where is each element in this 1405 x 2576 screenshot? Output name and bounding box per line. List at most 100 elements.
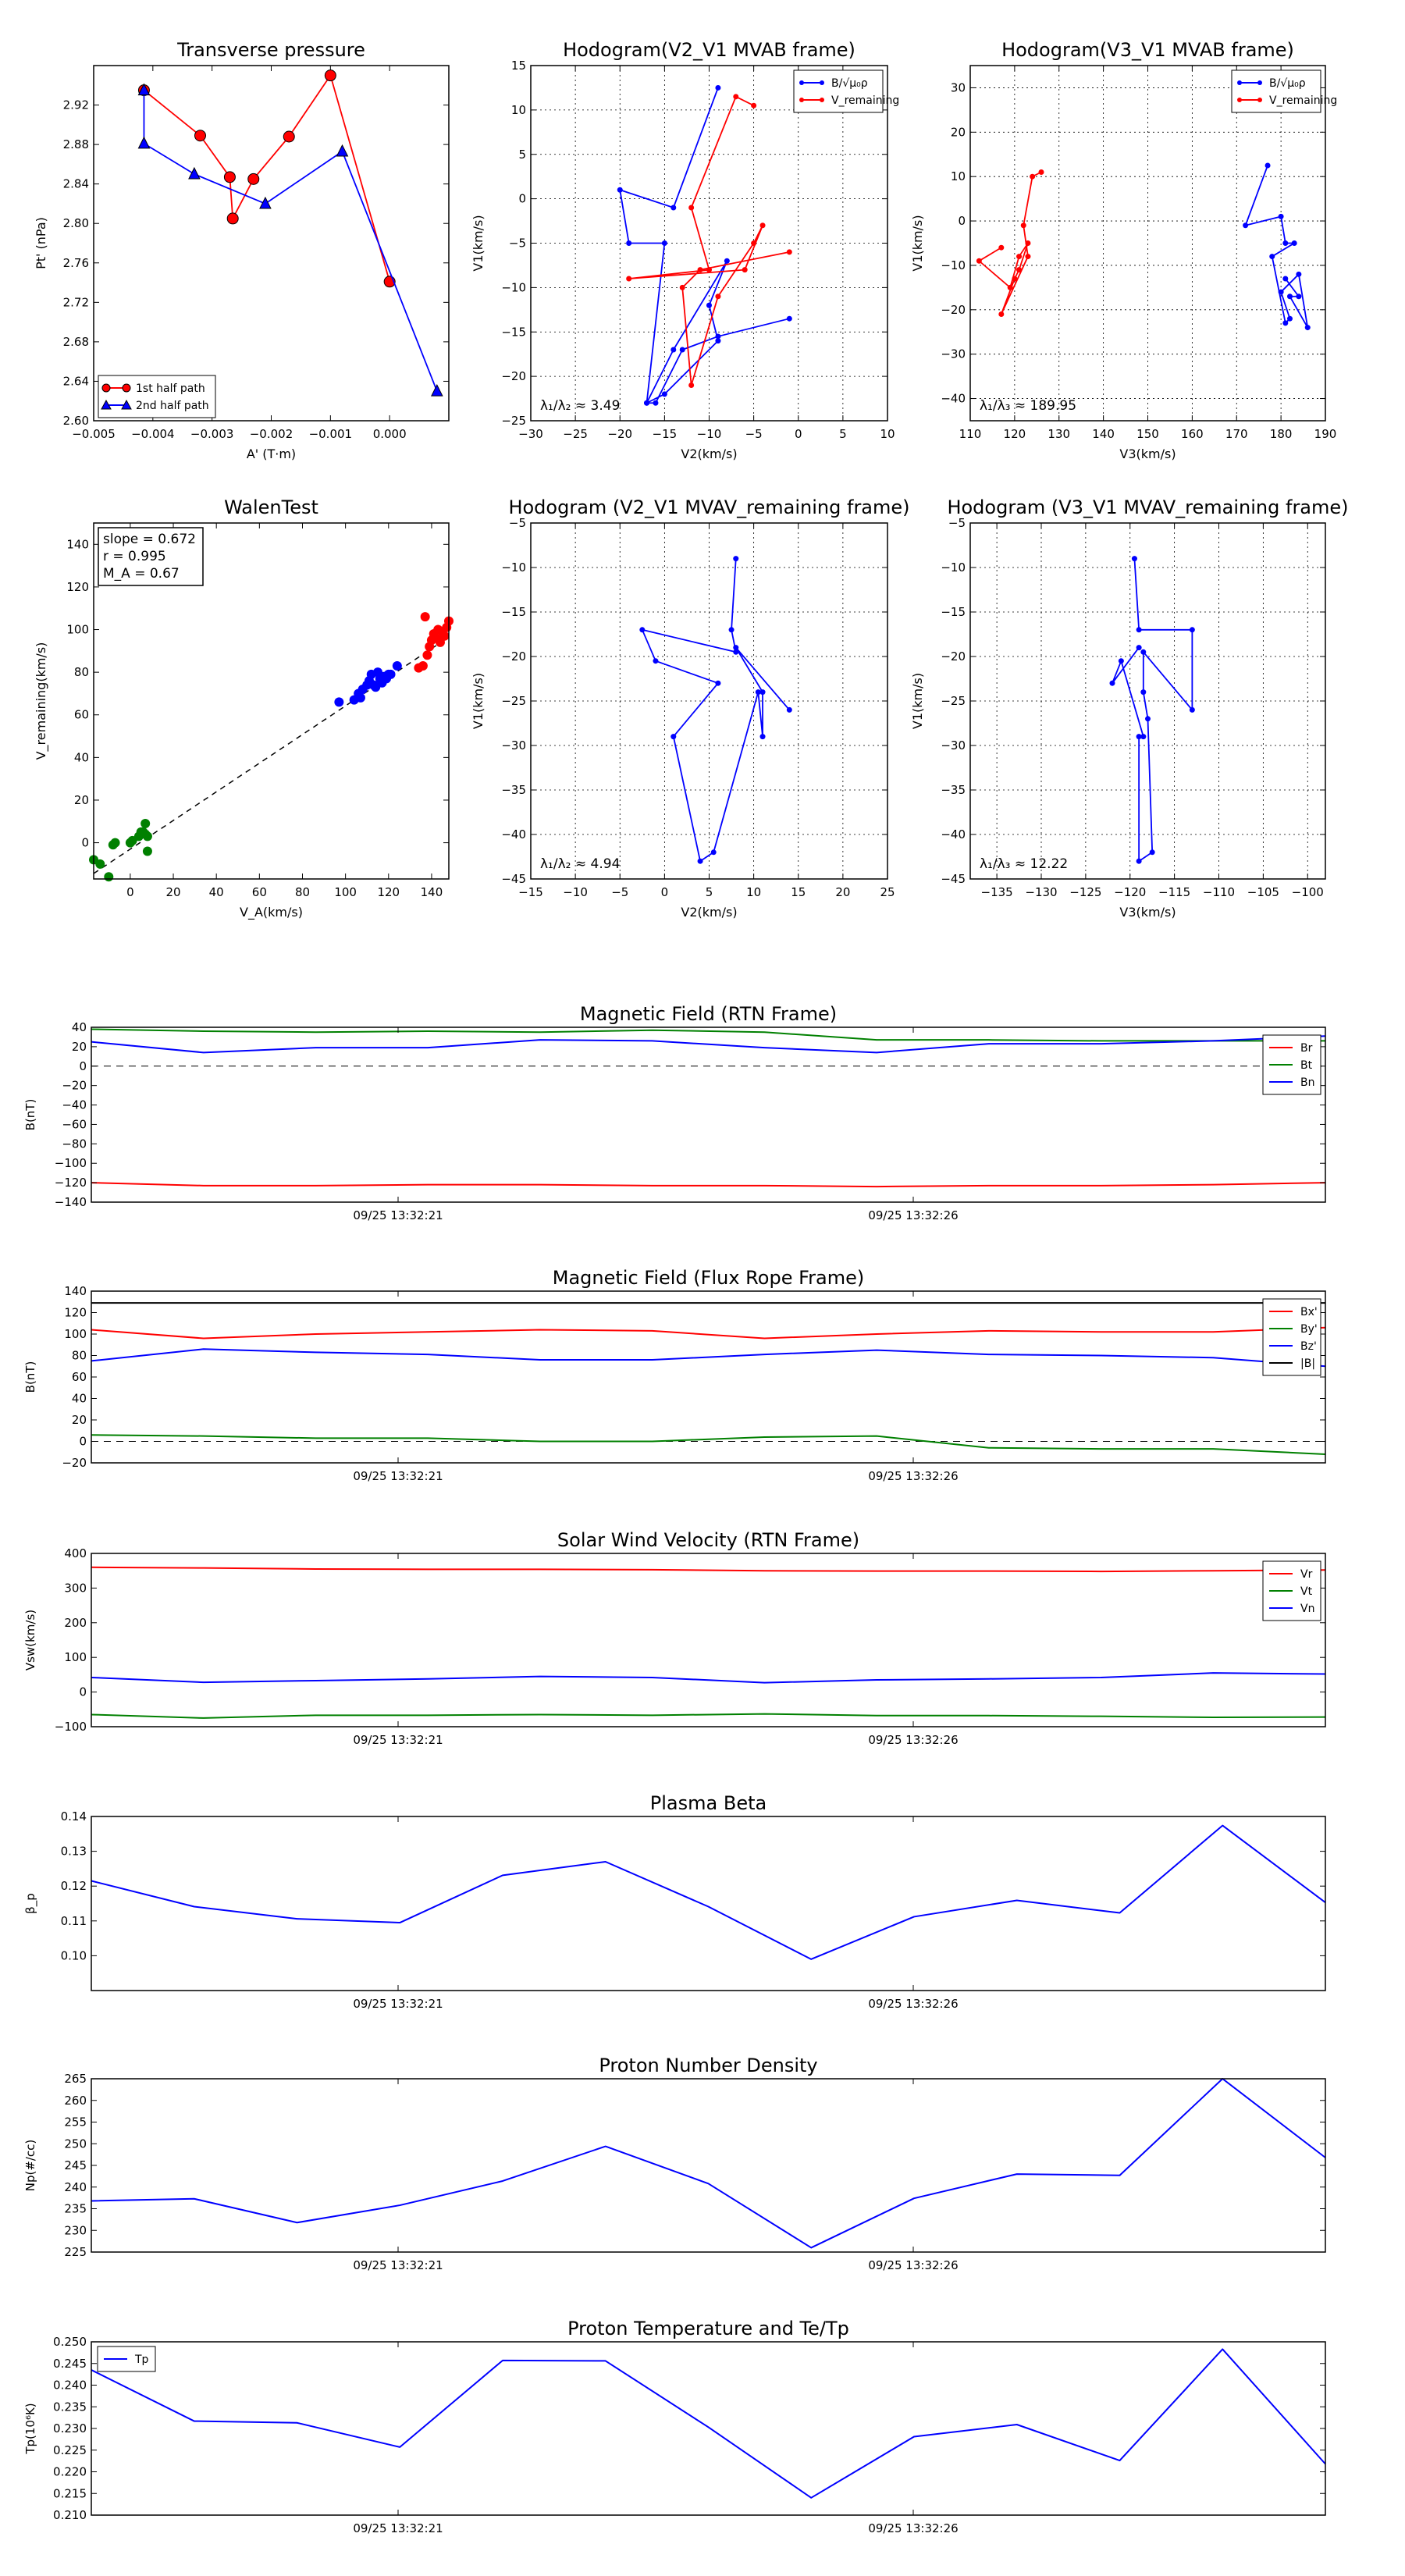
data-point bbox=[670, 205, 677, 211]
x-tick-label: −30 bbox=[518, 427, 543, 441]
legend-label-ts2: Bz' bbox=[1300, 1340, 1317, 1353]
legend-marker-h1 bbox=[820, 98, 824, 102]
x-tick-label: 100 bbox=[334, 885, 357, 899]
y-tick-label: −20 bbox=[62, 1079, 87, 1093]
data-point bbox=[1109, 680, 1115, 686]
x-axis-label: A' (T·m) bbox=[247, 447, 296, 461]
y-axis-label: Np(#/cc) bbox=[23, 2140, 37, 2192]
x-tick-label: −125 bbox=[1069, 885, 1101, 899]
legend-label-ts1: Bt bbox=[1300, 1059, 1313, 1072]
legend-marker-h1 bbox=[1257, 98, 1262, 102]
x-tick-label: 140 bbox=[421, 885, 443, 899]
y-tick-label: 40 bbox=[74, 750, 89, 764]
legend-label-h0: B/√μ₀ρ bbox=[1269, 77, 1306, 90]
legend-label-path0: 1st half path bbox=[136, 382, 205, 395]
y-tick-label: 0 bbox=[518, 192, 526, 206]
y-tick-label: −45 bbox=[501, 872, 526, 886]
data-point bbox=[1269, 254, 1275, 260]
y-axis-label: V_remaining(km/s) bbox=[34, 642, 49, 760]
data-point bbox=[728, 627, 735, 633]
legend-label-h0: B/√μ₀ρ bbox=[831, 77, 868, 90]
data-point bbox=[1149, 849, 1155, 856]
data-point bbox=[998, 244, 1005, 251]
y-tick-label: −20 bbox=[62, 1456, 87, 1470]
legend-label-h1: V_remaining bbox=[831, 94, 899, 107]
y-tick-label: 5 bbox=[518, 148, 526, 162]
legend-marker-h0 bbox=[820, 80, 824, 85]
plot-frame bbox=[530, 522, 888, 880]
legend-label-ts0: Tp bbox=[134, 2354, 149, 2366]
data-point bbox=[786, 249, 792, 255]
data-point bbox=[223, 171, 236, 183]
data-point bbox=[1136, 627, 1142, 633]
x-tick-label: 190 bbox=[1314, 427, 1337, 441]
y-tick-label: 0.14 bbox=[61, 1809, 87, 1823]
x-tick-label: 0 bbox=[126, 885, 134, 899]
x-tick-label: −0.002 bbox=[250, 427, 293, 441]
y-tick-label: 2.80 bbox=[63, 216, 89, 230]
legend-label-ts1: By' bbox=[1300, 1323, 1318, 1336]
y-tick-label: 0 bbox=[79, 1059, 87, 1073]
data-point bbox=[1243, 222, 1249, 229]
chart-hodogram_v2_v1_mvav: −15 −10 −5 0 5 10 15 20 25 −45 −40 −35 −30 −25 −20 −15 −… bbox=[471, 496, 910, 920]
data-point bbox=[1136, 734, 1142, 740]
y-tick-label: 200 bbox=[64, 1616, 87, 1630]
y-tick-label: −25 bbox=[941, 694, 966, 708]
chart-proton_temperature: 0.210 0.215 0.220 0.225 0.230 0.235 0.240 0.245… bbox=[23, 2318, 1326, 2535]
x-tick-label: −100 bbox=[1292, 885, 1324, 899]
data-point bbox=[733, 645, 739, 651]
chart-title: Magnetic Field (RTN Frame) bbox=[580, 1003, 837, 1025]
legend-label-ts3: |B| bbox=[1300, 1357, 1315, 1370]
y-tick-label: 100 bbox=[66, 623, 89, 637]
y-tick-label: −15 bbox=[501, 325, 526, 339]
x-tick-label: 0.000 bbox=[373, 427, 407, 441]
data-point bbox=[1296, 294, 1302, 300]
data-point bbox=[639, 627, 646, 633]
chart-magnetic_field_flux_rope: −20 0 20 40 60 80 100 120 140 09/25 13:32:21 09/25… bbox=[23, 1267, 1326, 1483]
y-tick-label: 10 bbox=[951, 169, 966, 183]
x-tick-label: 120 bbox=[1004, 427, 1026, 441]
x-tick-label: 120 bbox=[377, 885, 400, 899]
y-tick-label: 10 bbox=[511, 103, 526, 117]
chart-title: Plasma Beta bbox=[650, 1792, 767, 1814]
series-line-bt bbox=[91, 1028, 1325, 1042]
series-line-beta bbox=[91, 1824, 1326, 1960]
y-tick-label: −40 bbox=[941, 392, 966, 406]
y-tick-label: −25 bbox=[501, 414, 526, 428]
stats-box bbox=[98, 527, 204, 586]
annotation-text: λ₁/λ₂ ≈ 3.49 bbox=[540, 398, 620, 414]
x-tick-label: 09/25 13:32:21 bbox=[353, 1997, 443, 2011]
y-tick-label: 40 bbox=[72, 1392, 87, 1406]
chart-title: Hodogram (V3_V1 MVAV_remaining frame) bbox=[947, 496, 1348, 518]
x-tick-label: 09/25 13:32:26 bbox=[868, 2258, 958, 2272]
y-tick-label: −30 bbox=[501, 738, 526, 753]
y-tick-label: 40 bbox=[72, 1020, 87, 1034]
y-tick-label: 225 bbox=[64, 2245, 87, 2259]
x-tick-label: 5 bbox=[706, 885, 713, 899]
x-tick-label: 20 bbox=[165, 885, 180, 899]
y-tick-label: 240 bbox=[64, 2180, 87, 2194]
x-tick-label: 09/25 13:32:26 bbox=[868, 1733, 958, 1747]
x-tick-label: −25 bbox=[563, 427, 588, 441]
chart-hodogram_v3_v1_mvav: −135 −130 −125 −120 −115 −110 −105 −100 −45 −40 −3… bbox=[910, 496, 1349, 920]
plot-frame bbox=[91, 1816, 1326, 1991]
legend-box bbox=[1231, 69, 1321, 113]
data-point bbox=[1136, 645, 1142, 651]
x-tick-label: 09/25 13:32:26 bbox=[868, 1997, 958, 2011]
data-point bbox=[386, 669, 396, 679]
y-tick-label: 100 bbox=[64, 1650, 87, 1664]
y-tick-label: −80 bbox=[62, 1137, 87, 1151]
chart-title: Magnetic Field (Flux Rope Frame) bbox=[553, 1267, 864, 1289]
legend-marker-path1 bbox=[101, 399, 112, 410]
data-point bbox=[644, 400, 650, 406]
y-tick-label: 260 bbox=[64, 2094, 87, 2108]
x-axis-label: V2(km/s) bbox=[681, 905, 737, 920]
y-tick-label: 0.220 bbox=[53, 2465, 87, 2479]
y-tick-label: 0.230 bbox=[53, 2421, 87, 2435]
plot-frame bbox=[91, 1553, 1326, 1727]
data-point bbox=[1007, 284, 1013, 290]
legend-label-h1: V_remaining bbox=[1269, 94, 1337, 107]
data-point bbox=[1140, 734, 1147, 740]
y-tick-label: 0.215 bbox=[53, 2486, 87, 2500]
